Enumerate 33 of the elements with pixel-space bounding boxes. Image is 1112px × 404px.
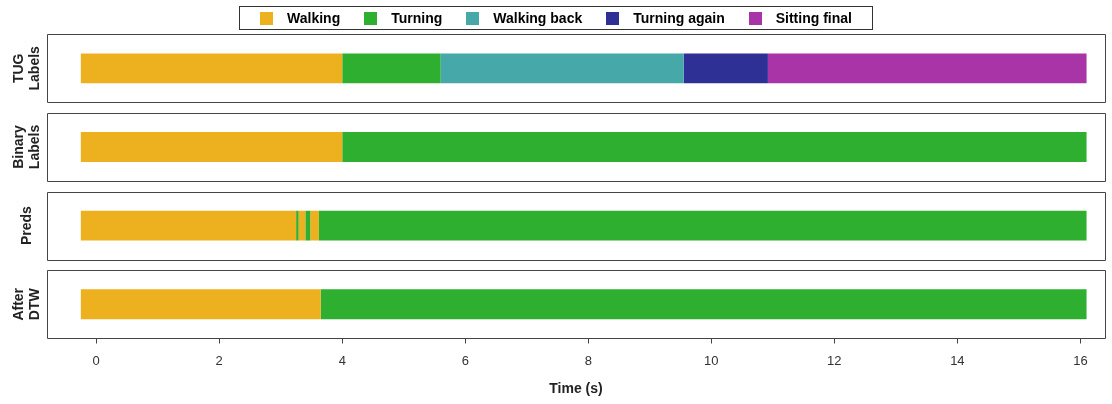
bar [80, 289, 321, 320]
x-tick-label: 8 [584, 352, 592, 368]
x-tick-label: 10 [704, 352, 719, 368]
bar [767, 53, 1087, 84]
y-tick-label: Binary Labels [9, 124, 42, 170]
bar [80, 132, 343, 162]
x-tick-label: 4 [338, 352, 346, 368]
bar [440, 53, 684, 84]
bar [310, 210, 319, 241]
x-axis-title: Time (s) [549, 380, 603, 397]
x-tick-label: 2 [215, 352, 223, 368]
y-tick-label: After DTW [9, 287, 42, 321]
legend-label: Turning again [633, 10, 725, 26]
bar [305, 210, 311, 241]
x-tick-label: 16 [1073, 352, 1088, 368]
x-tick-label: 0 [92, 352, 100, 368]
bar [342, 132, 1087, 162]
bar [683, 53, 768, 84]
bar [342, 53, 441, 84]
bar [318, 210, 1087, 241]
x-tick-label: 14 [950, 352, 965, 368]
legend-label: Walking back [493, 10, 583, 26]
legend-label: Sitting final [775, 10, 852, 26]
legend-label: Walking [287, 10, 341, 26]
y-tick-label: Preds [17, 205, 34, 246]
legend-label: Turning [391, 10, 443, 26]
x-tick-label: 12 [827, 352, 842, 368]
x-tick-label: 6 [461, 352, 469, 368]
bar [296, 210, 299, 241]
y-tick-label: TUG Labels [9, 45, 42, 91]
bar [80, 210, 297, 241]
bar [80, 53, 343, 84]
bar [320, 289, 1087, 320]
